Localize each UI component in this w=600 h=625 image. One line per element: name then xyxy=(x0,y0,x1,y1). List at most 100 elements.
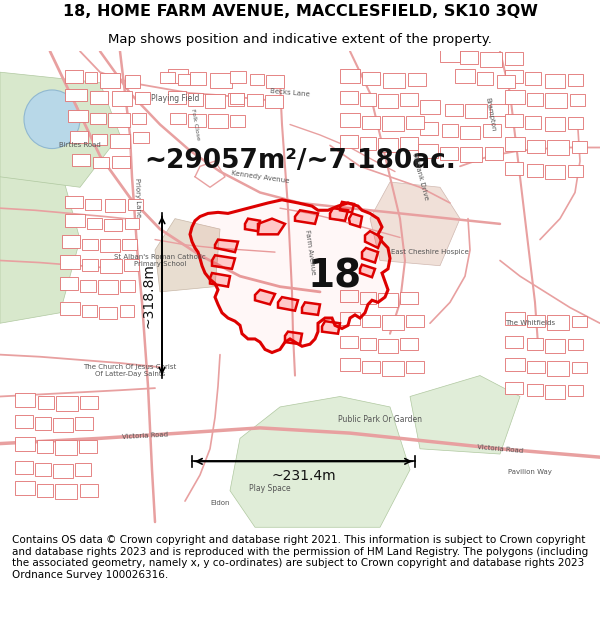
Bar xyxy=(55,484,77,499)
Text: Playing Field: Playing Field xyxy=(151,94,199,103)
Bar xyxy=(383,73,405,88)
Polygon shape xyxy=(285,332,302,344)
Bar xyxy=(362,361,380,374)
Bar xyxy=(568,117,583,129)
Bar xyxy=(38,396,54,409)
Bar xyxy=(525,116,541,129)
Bar xyxy=(82,306,97,317)
Text: The Church Of Jesus Christ
Of Latter-Day Saints: The Church Of Jesus Christ Of Latter-Day… xyxy=(83,364,176,377)
Bar xyxy=(340,135,358,148)
Bar xyxy=(230,71,246,82)
Bar xyxy=(65,214,85,227)
Bar xyxy=(87,217,102,229)
Bar xyxy=(65,70,83,82)
Bar xyxy=(440,148,458,160)
Bar xyxy=(547,315,569,329)
Bar xyxy=(360,292,376,304)
Polygon shape xyxy=(255,290,275,304)
Bar xyxy=(100,73,120,88)
Bar xyxy=(90,91,108,104)
Bar xyxy=(360,338,376,351)
Bar xyxy=(60,255,80,269)
Text: Brampton: Brampton xyxy=(484,96,496,131)
Bar xyxy=(128,199,143,210)
Bar xyxy=(37,441,53,453)
Polygon shape xyxy=(258,219,285,234)
Bar xyxy=(120,306,134,317)
Bar xyxy=(133,132,149,143)
Bar xyxy=(53,464,73,478)
Bar xyxy=(228,93,244,106)
Bar xyxy=(568,385,583,396)
Bar xyxy=(527,384,543,396)
Bar xyxy=(15,481,35,495)
Bar xyxy=(400,137,418,149)
Bar xyxy=(135,92,150,104)
Bar xyxy=(70,131,88,143)
Bar xyxy=(485,148,503,160)
Bar xyxy=(75,418,93,430)
Bar xyxy=(505,336,523,348)
Bar xyxy=(545,385,565,399)
Bar xyxy=(568,339,583,351)
Bar xyxy=(15,416,33,428)
Text: Play Space: Play Space xyxy=(249,484,291,493)
Bar xyxy=(82,259,98,271)
Bar xyxy=(547,361,569,376)
Text: Priory Lane: Priory Lane xyxy=(134,178,142,217)
Bar xyxy=(122,239,137,250)
Polygon shape xyxy=(410,376,520,454)
Bar xyxy=(340,69,360,82)
Bar xyxy=(104,219,122,231)
Bar xyxy=(527,338,543,351)
Text: Victoria Road: Victoria Road xyxy=(477,444,523,454)
Bar xyxy=(265,95,283,108)
Bar xyxy=(362,315,380,328)
Bar xyxy=(98,281,118,294)
Bar xyxy=(455,69,475,82)
Bar xyxy=(505,90,525,104)
Bar xyxy=(406,361,424,374)
Bar xyxy=(15,461,33,474)
Bar xyxy=(85,199,101,210)
Text: Birtles Road: Birtles Road xyxy=(59,142,101,148)
Polygon shape xyxy=(155,219,220,292)
Bar xyxy=(168,91,186,104)
Bar xyxy=(188,114,206,127)
Bar xyxy=(53,419,73,432)
Bar xyxy=(65,89,87,101)
Text: East Cheshire Hospice: East Cheshire Hospice xyxy=(391,249,469,255)
Bar xyxy=(460,51,478,64)
Bar xyxy=(35,418,51,430)
Text: The Whitfields: The Whitfields xyxy=(505,320,555,326)
Bar xyxy=(545,93,567,108)
Bar xyxy=(92,134,107,146)
Bar xyxy=(80,484,98,497)
Bar xyxy=(527,164,543,177)
Text: Public Park Or Garden: Public Park Or Garden xyxy=(338,415,422,424)
Bar xyxy=(527,315,545,328)
Bar xyxy=(340,113,360,127)
Text: Kennedy Avenue: Kennedy Avenue xyxy=(230,170,289,184)
Bar xyxy=(545,165,565,179)
Bar xyxy=(382,361,404,376)
Bar xyxy=(105,199,125,212)
Polygon shape xyxy=(362,248,378,262)
Bar xyxy=(160,72,175,82)
Bar xyxy=(382,116,404,131)
Bar xyxy=(100,239,120,252)
Text: 18, HOME FARM AVENUE, MACCLESFIELD, SK10 3QW: 18, HOME FARM AVENUE, MACCLESFIELD, SK10… xyxy=(62,4,538,19)
Bar xyxy=(505,70,523,82)
Bar xyxy=(205,94,225,108)
Bar xyxy=(266,75,284,88)
Text: ~231.4m: ~231.4m xyxy=(271,469,336,483)
Bar xyxy=(360,93,376,106)
Bar xyxy=(230,115,245,127)
Bar xyxy=(62,236,80,248)
Bar xyxy=(505,382,523,394)
Polygon shape xyxy=(278,297,298,311)
Bar xyxy=(547,140,569,155)
Polygon shape xyxy=(210,273,230,287)
Bar xyxy=(99,306,117,319)
Text: ~29057m²/~7.180ac.: ~29057m²/~7.180ac. xyxy=(144,148,456,174)
